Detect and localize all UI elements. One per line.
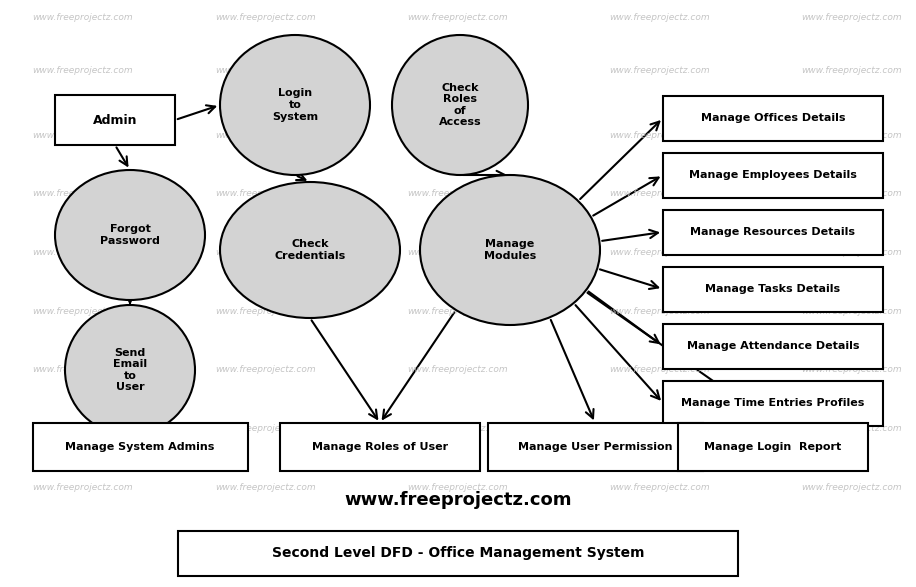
Bar — [663, 323, 883, 369]
Text: www.freeprojectz.com: www.freeprojectz.com — [408, 66, 508, 75]
Text: www.freeprojectz.com: www.freeprojectz.com — [408, 365, 508, 375]
Ellipse shape — [65, 305, 195, 435]
Ellipse shape — [55, 170, 205, 300]
Text: www.freeprojectz.com: www.freeprojectz.com — [344, 491, 572, 509]
Text: www.freeprojectz.com: www.freeprojectz.com — [215, 66, 316, 75]
Text: www.freeprojectz.com: www.freeprojectz.com — [32, 365, 133, 375]
Bar — [55, 95, 175, 145]
Text: www.freeprojectz.com: www.freeprojectz.com — [32, 189, 133, 198]
Text: Manage Offices Details: Manage Offices Details — [701, 113, 845, 123]
Text: www.freeprojectz.com: www.freeprojectz.com — [802, 189, 902, 198]
Bar — [663, 380, 883, 426]
Text: www.freeprojectz.com: www.freeprojectz.com — [609, 66, 710, 75]
Bar — [280, 423, 480, 471]
Text: www.freeprojectz.com: www.freeprojectz.com — [32, 424, 133, 433]
Text: Forgot
Password: Forgot Password — [100, 224, 160, 246]
Text: www.freeprojectz.com: www.freeprojectz.com — [408, 189, 508, 198]
Ellipse shape — [220, 35, 370, 175]
Text: www.freeprojectz.com: www.freeprojectz.com — [408, 424, 508, 433]
Bar — [663, 153, 883, 197]
Text: Second Level DFD - Office Management System: Second Level DFD - Office Management Sys… — [272, 546, 644, 560]
Bar — [32, 423, 247, 471]
Text: www.freeprojectz.com: www.freeprojectz.com — [215, 248, 316, 257]
Text: www.freeprojectz.com: www.freeprojectz.com — [802, 130, 902, 140]
Text: www.freeprojectz.com: www.freeprojectz.com — [609, 130, 710, 140]
Text: Check
Credentials: Check Credentials — [275, 239, 345, 261]
Text: www.freeprojectz.com: www.freeprojectz.com — [609, 483, 710, 492]
Text: www.freeprojectz.com: www.freeprojectz.com — [609, 424, 710, 433]
Text: www.freeprojectz.com: www.freeprojectz.com — [32, 306, 133, 316]
Bar — [663, 96, 883, 140]
Text: www.freeprojectz.com: www.freeprojectz.com — [215, 13, 316, 22]
Text: www.freeprojectz.com: www.freeprojectz.com — [215, 365, 316, 375]
Ellipse shape — [392, 35, 528, 175]
Text: www.freeprojectz.com: www.freeprojectz.com — [32, 13, 133, 22]
Text: www.freeprojectz.com: www.freeprojectz.com — [408, 248, 508, 257]
Text: Check
Roles
of
Access: Check Roles of Access — [439, 83, 481, 127]
Text: Manage
Modules: Manage Modules — [484, 239, 536, 261]
Text: www.freeprojectz.com: www.freeprojectz.com — [408, 306, 508, 316]
Text: www.freeprojectz.com: www.freeprojectz.com — [32, 130, 133, 140]
Text: www.freeprojectz.com: www.freeprojectz.com — [215, 306, 316, 316]
Text: www.freeprojectz.com: www.freeprojectz.com — [802, 424, 902, 433]
Text: www.freeprojectz.com: www.freeprojectz.com — [609, 365, 710, 375]
Text: Manage System Admins: Manage System Admins — [65, 442, 214, 452]
Text: Manage Employees Details: Manage Employees Details — [689, 170, 857, 180]
Text: www.freeprojectz.com: www.freeprojectz.com — [215, 424, 316, 433]
Text: www.freeprojectz.com: www.freeprojectz.com — [609, 13, 710, 22]
Text: www.freeprojectz.com: www.freeprojectz.com — [408, 13, 508, 22]
Text: www.freeprojectz.com: www.freeprojectz.com — [802, 306, 902, 316]
Text: www.freeprojectz.com: www.freeprojectz.com — [609, 189, 710, 198]
Bar — [663, 210, 883, 255]
Text: www.freeprojectz.com: www.freeprojectz.com — [215, 189, 316, 198]
Text: www.freeprojectz.com: www.freeprojectz.com — [802, 13, 902, 22]
Bar — [678, 423, 868, 471]
Text: www.freeprojectz.com: www.freeprojectz.com — [802, 365, 902, 375]
Text: Manage Attendance Details: Manage Attendance Details — [687, 341, 859, 351]
Bar — [178, 531, 738, 575]
Ellipse shape — [420, 175, 600, 325]
Text: Manage Login  Report: Manage Login Report — [704, 442, 842, 452]
Text: www.freeprojectz.com: www.freeprojectz.com — [32, 483, 133, 492]
Text: www.freeprojectz.com: www.freeprojectz.com — [609, 248, 710, 257]
Text: www.freeprojectz.com: www.freeprojectz.com — [802, 483, 902, 492]
Text: www.freeprojectz.com: www.freeprojectz.com — [802, 248, 902, 257]
Text: Manage Tasks Details: Manage Tasks Details — [705, 284, 841, 294]
Text: www.freeprojectz.com: www.freeprojectz.com — [215, 483, 316, 492]
Text: Send
Email
to
User: Send Email to User — [113, 348, 147, 392]
Bar — [487, 423, 703, 471]
Text: www.freeprojectz.com: www.freeprojectz.com — [32, 248, 133, 257]
Text: Manage Roles of User: Manage Roles of User — [312, 442, 448, 452]
Text: Manage Time Entries Profiles: Manage Time Entries Profiles — [682, 398, 865, 408]
Ellipse shape — [220, 182, 400, 318]
Text: www.freeprojectz.com: www.freeprojectz.com — [802, 66, 902, 75]
Bar — [663, 266, 883, 312]
Text: Login
to
System: Login to System — [272, 89, 318, 122]
Text: www.freeprojectz.com: www.freeprojectz.com — [32, 66, 133, 75]
Text: www.freeprojectz.com: www.freeprojectz.com — [609, 306, 710, 316]
Text: Admin: Admin — [93, 113, 137, 127]
Text: www.freeprojectz.com: www.freeprojectz.com — [408, 483, 508, 492]
Text: www.freeprojectz.com: www.freeprojectz.com — [215, 130, 316, 140]
Text: www.freeprojectz.com: www.freeprojectz.com — [408, 130, 508, 140]
Text: Manage Resources Details: Manage Resources Details — [691, 227, 856, 237]
Text: Manage User Permission: Manage User Permission — [518, 442, 672, 452]
